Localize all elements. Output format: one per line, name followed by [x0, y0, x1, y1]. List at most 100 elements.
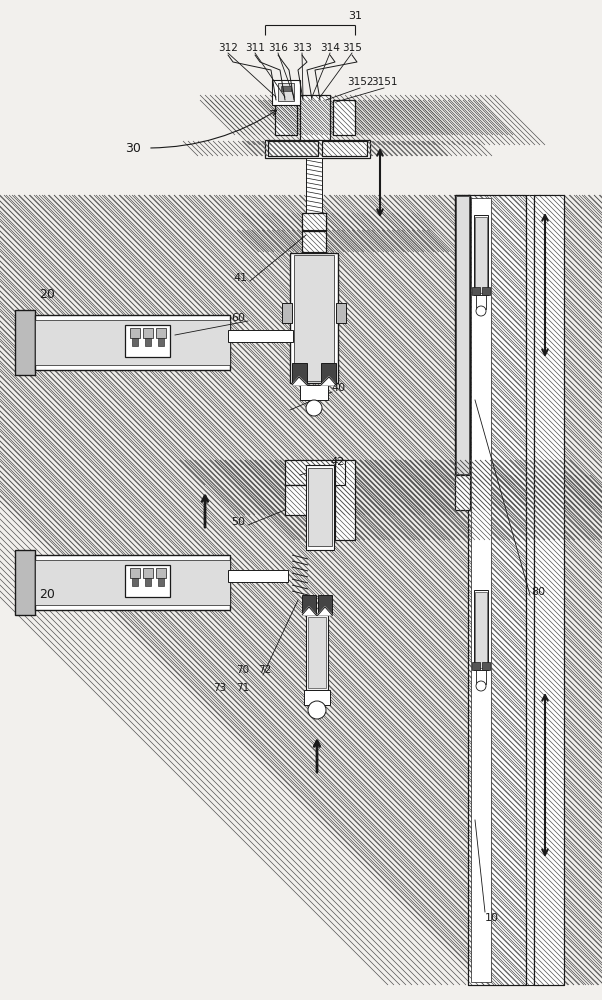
- Bar: [468, 195, 526, 985]
- Bar: [143, 568, 153, 578]
- Bar: [321, 363, 336, 385]
- Bar: [268, 141, 318, 156]
- Text: 80: 80: [531, 587, 545, 597]
- Bar: [145, 578, 151, 586]
- Bar: [534, 195, 564, 985]
- Bar: [302, 230, 326, 252]
- Bar: [285, 485, 310, 515]
- Bar: [534, 195, 564, 985]
- Bar: [275, 100, 297, 135]
- Text: 314: 314: [320, 43, 340, 53]
- Text: 31: 31: [348, 11, 362, 21]
- Text: 72: 72: [258, 665, 272, 675]
- Bar: [475, 217, 487, 293]
- Bar: [125, 565, 170, 597]
- Bar: [302, 213, 326, 231]
- Bar: [300, 95, 330, 145]
- Bar: [35, 555, 230, 610]
- Circle shape: [476, 681, 486, 691]
- Text: 311: 311: [245, 43, 265, 53]
- Polygon shape: [321, 377, 336, 385]
- Bar: [468, 195, 526, 985]
- Bar: [482, 662, 490, 670]
- Circle shape: [308, 701, 326, 719]
- Bar: [158, 578, 164, 586]
- Bar: [300, 385, 328, 400]
- Bar: [471, 198, 491, 982]
- Text: 315: 315: [342, 43, 362, 53]
- Bar: [268, 141, 318, 156]
- Bar: [265, 140, 370, 158]
- Text: 41: 41: [233, 273, 247, 283]
- Bar: [336, 303, 346, 323]
- Text: 30: 30: [125, 141, 141, 154]
- Bar: [294, 255, 334, 381]
- Bar: [455, 195, 470, 475]
- Bar: [35, 560, 230, 605]
- Bar: [302, 595, 316, 615]
- Bar: [308, 617, 326, 688]
- Bar: [333, 100, 355, 135]
- Bar: [322, 141, 367, 156]
- Bar: [130, 328, 140, 338]
- Polygon shape: [318, 607, 332, 615]
- Bar: [333, 100, 355, 135]
- Bar: [306, 615, 328, 690]
- Bar: [455, 475, 470, 510]
- Text: 3151: 3151: [371, 77, 397, 87]
- Bar: [526, 195, 534, 985]
- Bar: [335, 460, 355, 540]
- Text: 70: 70: [237, 665, 250, 675]
- Bar: [474, 590, 488, 670]
- Text: 42: 42: [331, 457, 345, 467]
- Text: 316: 316: [268, 43, 288, 53]
- Bar: [35, 320, 230, 365]
- Bar: [15, 550, 35, 615]
- Bar: [272, 80, 300, 105]
- Bar: [281, 86, 291, 91]
- Bar: [285, 485, 310, 515]
- Bar: [228, 570, 288, 582]
- Bar: [302, 213, 326, 231]
- Bar: [302, 230, 326, 252]
- Bar: [455, 475, 470, 510]
- Bar: [158, 338, 164, 346]
- Bar: [132, 578, 138, 586]
- Text: 60: 60: [231, 313, 245, 323]
- Bar: [456, 196, 469, 474]
- Bar: [455, 475, 470, 510]
- Bar: [156, 328, 166, 338]
- Circle shape: [476, 306, 486, 316]
- Bar: [15, 310, 35, 375]
- Text: 313: 313: [292, 43, 312, 53]
- Bar: [278, 83, 294, 101]
- Text: 71: 71: [237, 683, 250, 693]
- Text: 40: 40: [331, 383, 345, 393]
- Bar: [292, 363, 307, 385]
- Bar: [132, 338, 138, 346]
- Bar: [282, 303, 292, 323]
- Bar: [308, 468, 332, 546]
- Circle shape: [306, 400, 322, 416]
- Bar: [476, 295, 486, 309]
- Bar: [290, 253, 338, 383]
- Text: 50: 50: [231, 517, 245, 527]
- Bar: [228, 330, 293, 342]
- Bar: [322, 141, 367, 156]
- Bar: [156, 568, 166, 578]
- Polygon shape: [292, 377, 307, 385]
- Bar: [285, 460, 345, 485]
- Bar: [35, 315, 230, 370]
- Bar: [474, 215, 488, 295]
- Text: 3152: 3152: [347, 77, 373, 87]
- Bar: [145, 338, 151, 346]
- Bar: [482, 287, 490, 295]
- Bar: [318, 595, 332, 615]
- Bar: [125, 325, 170, 357]
- Bar: [143, 328, 153, 338]
- Bar: [130, 568, 140, 578]
- Bar: [306, 158, 322, 213]
- Bar: [285, 460, 345, 485]
- Bar: [302, 213, 326, 231]
- Polygon shape: [302, 607, 316, 615]
